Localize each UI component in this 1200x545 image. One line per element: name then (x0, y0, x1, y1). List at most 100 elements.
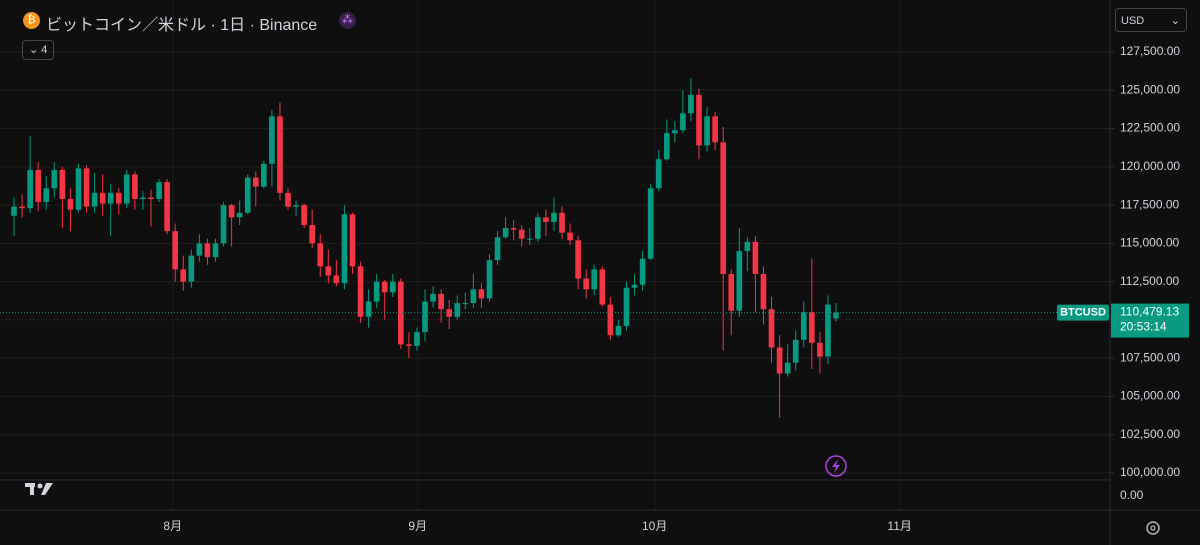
candle-body (825, 304, 831, 357)
y-tick-label: 112,500.00 (1120, 274, 1179, 288)
candle-body (615, 326, 622, 336)
candle-body (478, 289, 485, 299)
candle-body (454, 303, 461, 317)
candle-body (817, 342, 823, 357)
candle-body (833, 312, 839, 319)
candle-body (639, 258, 646, 285)
chart-title: ビットコイン／米ドル · 1日 · Binance (46, 17, 318, 34)
candle-body (543, 217, 549, 222)
candle-body (398, 281, 404, 345)
candle-body (744, 241, 751, 252)
candle-body (196, 243, 203, 256)
bitcoin-icon: ₿ (23, 12, 40, 29)
candle-body (736, 251, 743, 311)
candle-body (446, 309, 453, 317)
y-tick-label: 105,000.00 (1120, 389, 1180, 403)
y-tick-label: 100,000.00 (1120, 465, 1180, 479)
candle-body (83, 168, 90, 207)
candle-body (164, 182, 170, 232)
candle-body (591, 269, 598, 290)
candle-body (156, 182, 162, 199)
candle-body (502, 228, 509, 238)
candle-body (438, 293, 444, 310)
symbol-tag (1057, 304, 1109, 321)
candle-body (188, 255, 195, 282)
candle-body (462, 303, 469, 305)
candle-body (422, 301, 428, 333)
candle-body (414, 332, 420, 346)
candle-body (19, 206, 25, 209)
candle-body (349, 214, 356, 267)
y-tick-label: 127,500.00 (1120, 44, 1180, 58)
candle-body (301, 205, 307, 225)
share-icon[interactable]: ⁂ (339, 12, 356, 29)
candle-body (760, 273, 767, 310)
candle-body (124, 174, 130, 204)
x-tick-label: 10月 (642, 519, 667, 533)
candle-body (784, 362, 791, 374)
candle-body (381, 281, 388, 293)
candle-body (631, 284, 638, 288)
candle-body (99, 192, 106, 204)
candle-body (220, 205, 227, 244)
candle-body (212, 243, 219, 258)
candle-body (655, 159, 662, 189)
y-tick-label: 117,500.00 (1120, 197, 1179, 211)
candle-body (75, 168, 82, 210)
candle-body (623, 287, 630, 327)
dropdown-arrow: ⌄ (1170, 15, 1180, 27)
candle-body (51, 169, 58, 189)
lightning-icon[interactable] (825, 455, 847, 477)
candle-body (672, 130, 678, 134)
candle-body (663, 133, 670, 160)
candle-body (430, 293, 436, 302)
candle-body (325, 266, 332, 276)
candle-body (107, 192, 114, 204)
candle-body (486, 260, 493, 299)
candle-body (373, 281, 380, 302)
y-tick-label: 115,000.00 (1120, 236, 1179, 250)
y-tick-label: 120,000.00 (1120, 159, 1180, 173)
candle-body (35, 169, 42, 203)
candle-body (252, 177, 259, 187)
lower-pane-tick-label: 0.00 (1120, 488, 1144, 502)
candle-body (148, 197, 154, 199)
candle-body (535, 217, 541, 239)
candle-body (607, 304, 614, 336)
x-tick-label: 8月 (163, 519, 182, 533)
x-tick-label: 9月 (408, 519, 427, 533)
candle-body (567, 232, 573, 241)
candle-body (261, 163, 267, 187)
candle-body (115, 192, 122, 204)
candle-body (172, 231, 179, 270)
indicator-toggle[interactable]: ⌄ 4 (22, 40, 55, 60)
x-tick-label: 11月 (887, 519, 911, 533)
candle-body (510, 228, 517, 230)
candle-body (776, 347, 783, 374)
candle-body (285, 192, 291, 207)
candle-body (470, 289, 477, 304)
settings-icon[interactable] (1146, 521, 1160, 535)
candle-body (293, 205, 299, 207)
candle-body (583, 278, 590, 290)
candle-body (244, 177, 251, 213)
candle-body (792, 339, 799, 363)
candle-body (800, 312, 807, 340)
candle-body (599, 269, 606, 305)
candle-body (720, 142, 727, 274)
candle-body (712, 116, 718, 143)
candle-body (67, 198, 74, 210)
candle-body (269, 116, 275, 164)
currency-select[interactable]: USD ⌄ (1115, 8, 1187, 32)
currency: USD (1121, 15, 1145, 27)
candle-body (768, 309, 775, 348)
candle-body (647, 188, 654, 259)
candle-body (389, 281, 396, 293)
candle-body (204, 243, 211, 258)
candle-body (341, 214, 348, 284)
candle-body (526, 238, 533, 240)
indicator-count: 4 (41, 44, 48, 56)
candle-body (518, 229, 525, 239)
